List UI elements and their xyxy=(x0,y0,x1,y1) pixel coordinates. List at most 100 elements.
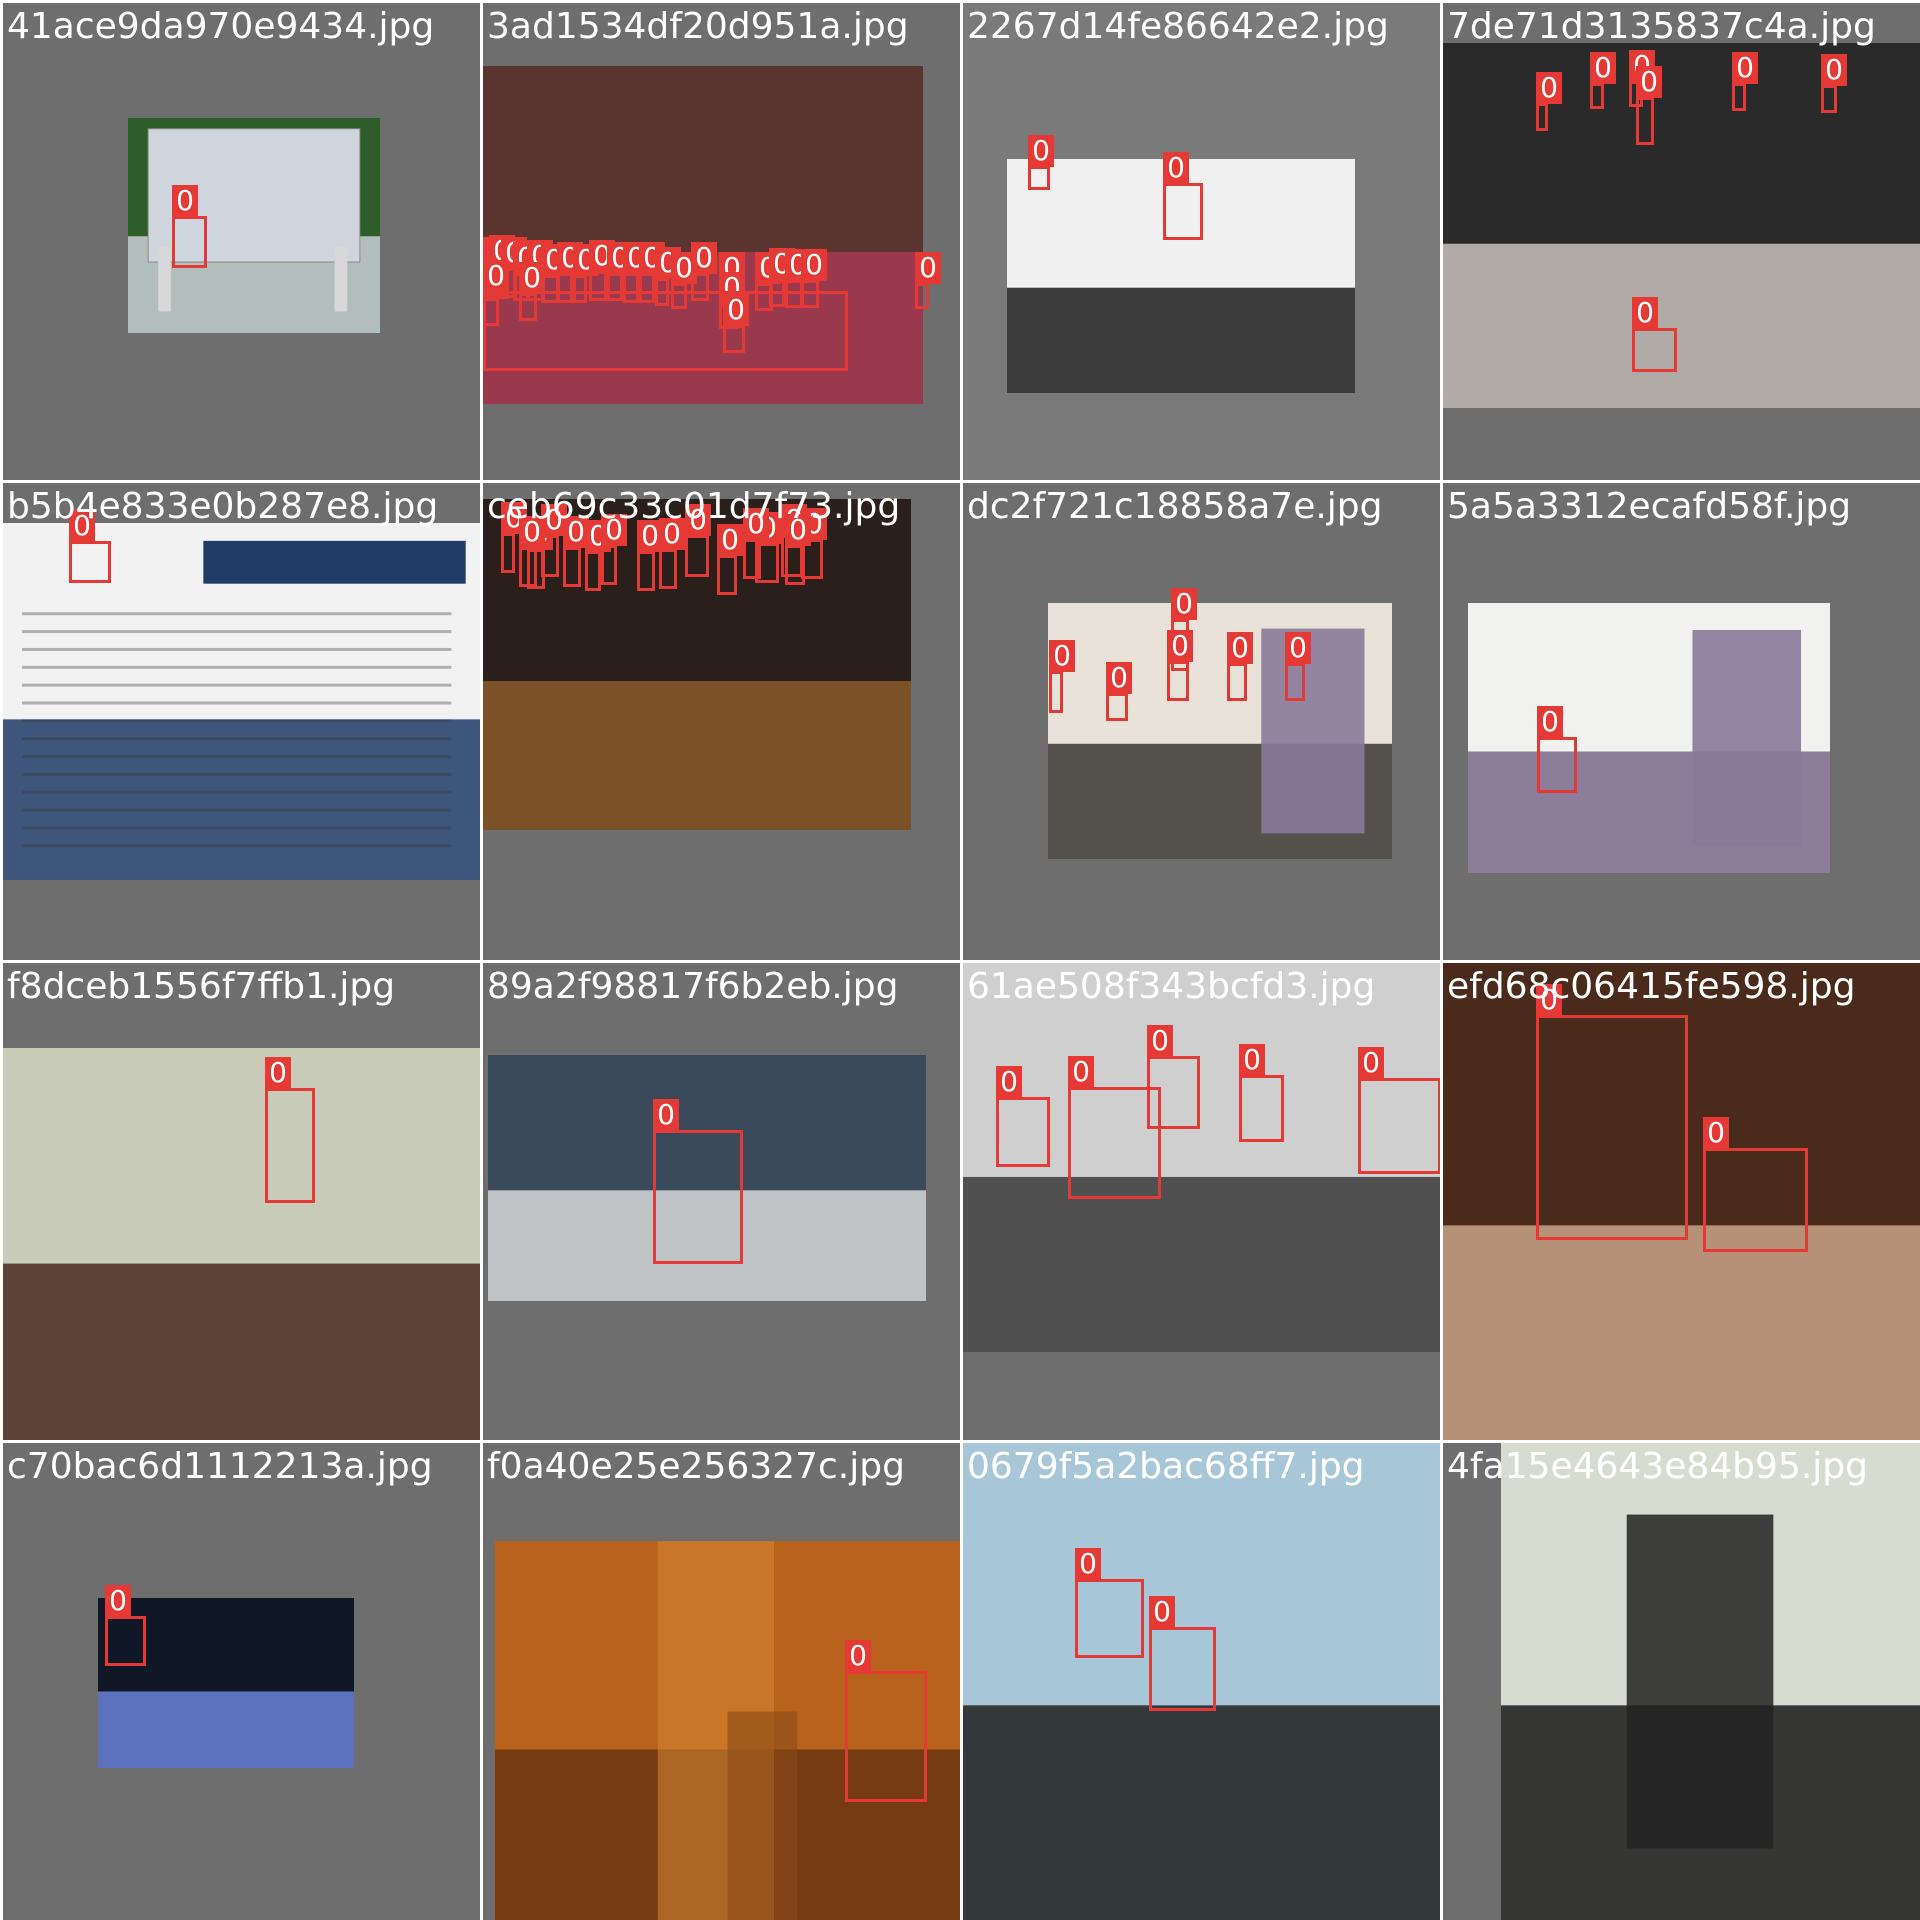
photo xyxy=(483,499,911,830)
image-tile: 0000000000000000ceb69c33c01d7f73.jpg xyxy=(483,483,960,960)
face-box: 0 xyxy=(1227,632,1253,701)
filename-label: dc2f721c18858a7e.jpg xyxy=(967,486,1383,527)
face-label: 0 xyxy=(1703,1117,1729,1149)
face-label: 0 xyxy=(1285,632,1311,664)
photo xyxy=(1443,963,1920,1440)
face-label: 0 xyxy=(1239,1044,1265,1076)
face-label: 0 xyxy=(1636,66,1662,98)
face-box: 0 xyxy=(653,1099,743,1264)
face-box: 0 xyxy=(1049,640,1075,713)
face-box: 0 xyxy=(519,262,545,321)
face-label: 0 xyxy=(563,516,589,548)
face-label: 0 xyxy=(1171,588,1197,620)
photo xyxy=(1443,43,1920,408)
face-label: 0 xyxy=(659,518,685,550)
photo xyxy=(495,1541,960,1920)
face-box: 0 xyxy=(1821,54,1847,113)
face-box: 0 xyxy=(743,508,769,579)
face-box: 0 xyxy=(105,1585,146,1666)
face-box: 0 xyxy=(1590,52,1616,109)
image-tile: 4fa15e4643e84b95.jpg xyxy=(1443,1443,1920,1920)
face-box: 0 xyxy=(801,249,827,308)
face-box: 0 xyxy=(541,504,567,577)
face-label: 0 xyxy=(1821,54,1847,86)
face-box: 0 xyxy=(601,514,627,585)
face-label: 0 xyxy=(105,1585,131,1617)
face-box: 0 xyxy=(845,1640,927,1802)
image-tile: 0 f0a40e25e256327c.jpg xyxy=(483,1443,960,1920)
face-box: 0 xyxy=(1636,66,1662,145)
photo-image xyxy=(1443,43,1920,408)
face-label: 0 xyxy=(915,252,941,284)
photo xyxy=(1007,159,1355,393)
photo-lower-tone xyxy=(98,1691,354,1768)
face-box: 0 xyxy=(483,260,848,371)
face-box: 0 xyxy=(1536,984,1688,1240)
image-tile: 0 f8dceb1556f7ffb1.jpg xyxy=(3,963,480,1440)
face-label: 0 xyxy=(996,1066,1022,1098)
filename-label: efd68c06415fe598.jpg xyxy=(1447,966,1856,1007)
face-label: 0 xyxy=(1632,297,1658,329)
photo-image xyxy=(1468,603,1830,873)
filename-label: b5b4e833e0b287e8.jpg xyxy=(7,486,439,527)
face-box: 0 xyxy=(1149,1596,1216,1711)
filename-label: ceb69c33c01d7f73.jpg xyxy=(487,486,901,527)
photo-lower-tone xyxy=(483,681,911,830)
photo-lower-tone xyxy=(1443,1225,1920,1440)
image-tile: 00000007de71d3135837c4a.jpg xyxy=(1443,3,1920,480)
filename-label: 41ace9da970e9434.jpg xyxy=(7,6,435,47)
face-label: 0 xyxy=(691,242,717,274)
face-label: 0 xyxy=(172,185,198,217)
photo-lower-tone xyxy=(963,1176,1440,1352)
filename-label: c70bac6d1112213a.jpg xyxy=(7,1446,433,1487)
face-label: 0 xyxy=(1068,1056,1094,1088)
face-label: 0 xyxy=(1028,135,1054,167)
photo-image xyxy=(128,118,380,333)
filename-label: 3ad1534df20d951a.jpg xyxy=(487,6,909,47)
photo xyxy=(488,1055,926,1301)
photo-lower-tone xyxy=(963,1705,1440,1920)
face-box: 0 xyxy=(69,510,111,583)
photo-image xyxy=(963,1443,1440,1920)
photo-lower-tone xyxy=(3,719,480,880)
face-label: 0 xyxy=(723,294,749,326)
face-box: 0 xyxy=(1285,632,1311,701)
face-box: 0 xyxy=(996,1066,1050,1167)
face-box: 0 xyxy=(717,524,743,595)
face-label: 0 xyxy=(1049,640,1075,672)
face-label: 0 xyxy=(1536,984,1562,1016)
face-label: 0 xyxy=(685,504,711,536)
image-tile: 0 0 efd68c06415fe598.jpg xyxy=(1443,963,1920,1440)
face-label: 0 xyxy=(785,514,811,546)
photo-lower-tone xyxy=(488,1190,926,1301)
image-tile: 0 0 2267d14fe86642e2.jpg xyxy=(963,3,1440,480)
photo-image xyxy=(98,1598,354,1768)
face-label: 0 xyxy=(1149,1596,1175,1628)
photo-image xyxy=(1501,1443,1920,1920)
image-tile: 0 89a2f98817f6b2eb.jpg xyxy=(483,963,960,1440)
photo-image xyxy=(488,1055,926,1301)
photo-image xyxy=(963,963,1440,1352)
filename-label: 0679f5a2bac68ff7.jpg xyxy=(967,1446,1365,1487)
image-tile: 0 5a5a3312ecafd58f.jpg xyxy=(1443,483,1920,960)
face-label: 0 xyxy=(1590,52,1616,84)
face-label: 0 xyxy=(801,249,827,281)
image-tile: 0 0 0679f5a2bac68ff7.jpg xyxy=(963,1443,1440,1920)
photo-lower-tone xyxy=(1007,287,1355,393)
face-box: 0 xyxy=(659,518,685,589)
face-box: 0 xyxy=(265,1057,315,1203)
image-tile: 0 41ace9da970e9434.jpg xyxy=(3,3,480,480)
photo-image xyxy=(1443,963,1920,1440)
photo-image xyxy=(483,499,911,830)
photo xyxy=(1501,1443,1920,1920)
photo-lower-tone xyxy=(1443,243,1920,408)
filename-label: 61ae508f343bcfd3.jpg xyxy=(967,966,1376,1007)
image-tile: 0 0 0 0 0 0 dc2f721c18858a7e.jpg xyxy=(963,483,1440,960)
photo xyxy=(3,1048,480,1440)
face-box: 0 xyxy=(637,520,663,591)
filename-label: 7de71d3135837c4a.jpg xyxy=(1447,6,1876,47)
image-tile: 0 b5b4e833e0b287e8.jpg xyxy=(3,483,480,960)
face-label: 0 xyxy=(1163,152,1189,184)
face-label: 0 xyxy=(1075,1548,1101,1580)
face-box: 0 xyxy=(585,520,611,591)
